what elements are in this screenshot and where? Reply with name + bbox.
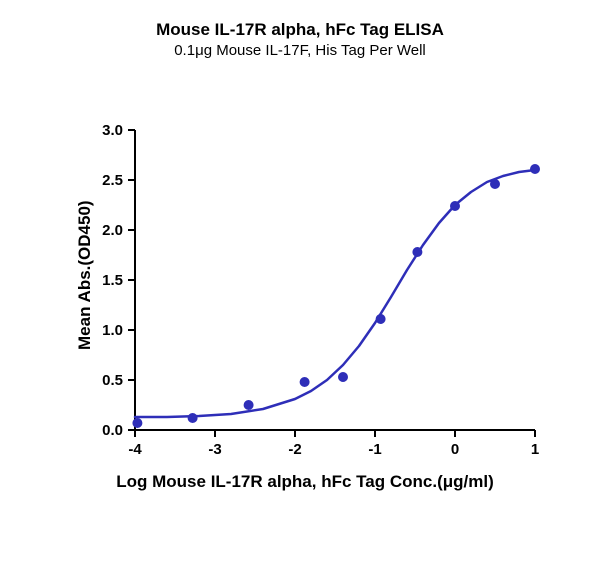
svg-text:-1: -1 xyxy=(368,441,381,458)
y-axis-label: Mean Abs.(OD450) xyxy=(75,200,95,350)
svg-text:1.5: 1.5 xyxy=(102,272,123,289)
svg-text:0: 0 xyxy=(451,441,459,458)
chart-area: Mean Abs.(OD450) 0.0 0.5 1.0 1.5 2.0 2.5 3.0 -4… xyxy=(60,90,550,510)
x-axis-label: Log Mouse IL-17R alpha, hFc Tag Conc.(μg… xyxy=(60,472,550,492)
chart-subtitle: 0.1μg Mouse IL-17F, His Tag Per Well xyxy=(0,42,600,59)
svg-text:0.5: 0.5 xyxy=(102,372,123,389)
svg-text:-2: -2 xyxy=(288,441,301,458)
svg-text:-4: -4 xyxy=(128,441,142,458)
chart-svg: 0.0 0.5 1.0 1.5 2.0 2.5 3.0 -4 -3 -2 -1 0 1 xyxy=(60,90,550,510)
svg-text:0.0: 0.0 xyxy=(102,422,123,439)
svg-text:-3: -3 xyxy=(208,441,221,458)
chart-title: Mouse IL-17R alpha, hFc Tag ELISA xyxy=(0,20,600,40)
svg-text:2.5: 2.5 xyxy=(102,172,123,189)
svg-text:2.0: 2.0 xyxy=(102,222,123,239)
svg-text:1: 1 xyxy=(531,441,539,458)
svg-text:3.0: 3.0 xyxy=(102,122,123,139)
svg-text:1.0: 1.0 xyxy=(102,322,123,339)
